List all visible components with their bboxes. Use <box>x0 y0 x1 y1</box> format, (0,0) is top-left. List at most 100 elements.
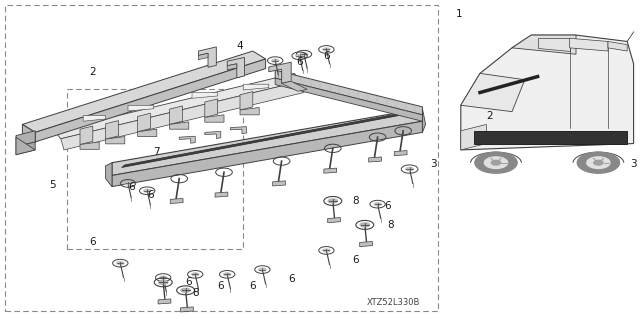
Polygon shape <box>170 122 189 129</box>
Polygon shape <box>80 142 99 149</box>
Polygon shape <box>205 115 224 122</box>
Text: 2: 2 <box>90 67 96 77</box>
Text: 6: 6 <box>296 57 303 67</box>
Polygon shape <box>54 73 301 139</box>
Polygon shape <box>608 41 627 51</box>
Circle shape <box>492 160 500 165</box>
Polygon shape <box>240 92 253 110</box>
Polygon shape <box>16 131 35 147</box>
Polygon shape <box>170 106 182 124</box>
Circle shape <box>484 157 508 168</box>
Circle shape <box>300 52 308 56</box>
Polygon shape <box>128 105 154 111</box>
Polygon shape <box>215 192 228 197</box>
Polygon shape <box>83 115 106 121</box>
Polygon shape <box>324 168 337 173</box>
Circle shape <box>124 181 132 186</box>
Text: 6: 6 <box>128 182 134 192</box>
Circle shape <box>475 152 517 173</box>
Polygon shape <box>230 127 246 134</box>
Polygon shape <box>282 81 307 91</box>
Circle shape <box>322 47 331 52</box>
Polygon shape <box>275 78 422 121</box>
Polygon shape <box>198 53 208 60</box>
Polygon shape <box>106 137 125 144</box>
Polygon shape <box>269 62 291 83</box>
Circle shape <box>143 189 152 193</box>
Polygon shape <box>273 181 285 186</box>
Text: 4: 4 <box>237 41 243 51</box>
Polygon shape <box>16 137 35 155</box>
Polygon shape <box>106 163 112 187</box>
Circle shape <box>328 198 338 204</box>
Text: 8: 8 <box>192 288 198 299</box>
Text: 6: 6 <box>250 280 256 291</box>
Polygon shape <box>122 111 413 167</box>
Circle shape <box>577 152 620 173</box>
Circle shape <box>258 267 267 272</box>
Polygon shape <box>328 218 340 223</box>
Polygon shape <box>198 47 216 67</box>
Polygon shape <box>512 35 576 54</box>
Text: 8: 8 <box>352 196 358 206</box>
Text: 6: 6 <box>147 189 154 200</box>
Polygon shape <box>205 131 221 138</box>
Circle shape <box>594 160 603 165</box>
Text: 3: 3 <box>431 159 437 169</box>
Text: 6: 6 <box>218 280 224 291</box>
Text: 6: 6 <box>90 237 96 248</box>
Polygon shape <box>243 84 269 90</box>
Polygon shape <box>394 151 407 156</box>
Circle shape <box>158 280 168 285</box>
Polygon shape <box>275 70 422 115</box>
Polygon shape <box>138 113 150 132</box>
Text: 1: 1 <box>456 9 463 19</box>
Polygon shape <box>61 81 304 150</box>
Circle shape <box>271 58 280 63</box>
Circle shape <box>159 275 168 280</box>
Polygon shape <box>112 121 422 187</box>
Circle shape <box>223 272 232 277</box>
Text: 6: 6 <box>288 274 294 284</box>
Polygon shape <box>179 136 195 143</box>
Polygon shape <box>35 59 266 142</box>
Text: 6: 6 <box>352 255 358 265</box>
Polygon shape <box>240 108 259 115</box>
Polygon shape <box>538 38 570 51</box>
Circle shape <box>191 272 200 277</box>
Text: 6: 6 <box>186 277 192 287</box>
Text: 3: 3 <box>630 159 637 169</box>
Polygon shape <box>170 198 183 204</box>
Polygon shape <box>158 299 171 304</box>
Polygon shape <box>22 51 266 132</box>
Polygon shape <box>106 121 118 139</box>
Polygon shape <box>227 57 244 78</box>
Circle shape <box>405 167 414 171</box>
Polygon shape <box>360 241 372 247</box>
Text: 7: 7 <box>154 146 160 157</box>
Polygon shape <box>461 35 634 150</box>
Polygon shape <box>461 73 525 112</box>
Text: 8: 8 <box>387 220 394 230</box>
Circle shape <box>322 248 331 253</box>
Circle shape <box>180 288 191 293</box>
Text: XTZ52L330B: XTZ52L330B <box>367 298 420 307</box>
Polygon shape <box>227 64 237 70</box>
Polygon shape <box>138 129 157 137</box>
Text: 6: 6 <box>323 51 330 61</box>
Polygon shape <box>461 124 486 150</box>
Polygon shape <box>205 99 218 117</box>
Circle shape <box>373 202 382 206</box>
Text: 6: 6 <box>384 201 390 211</box>
Circle shape <box>295 54 304 58</box>
Polygon shape <box>570 38 608 51</box>
Circle shape <box>360 222 370 227</box>
Polygon shape <box>192 93 218 98</box>
Polygon shape <box>180 307 193 312</box>
Polygon shape <box>369 157 381 162</box>
Polygon shape <box>22 124 35 150</box>
Circle shape <box>116 261 125 265</box>
Polygon shape <box>80 126 93 145</box>
Text: 2: 2 <box>486 111 493 122</box>
Polygon shape <box>16 142 35 155</box>
